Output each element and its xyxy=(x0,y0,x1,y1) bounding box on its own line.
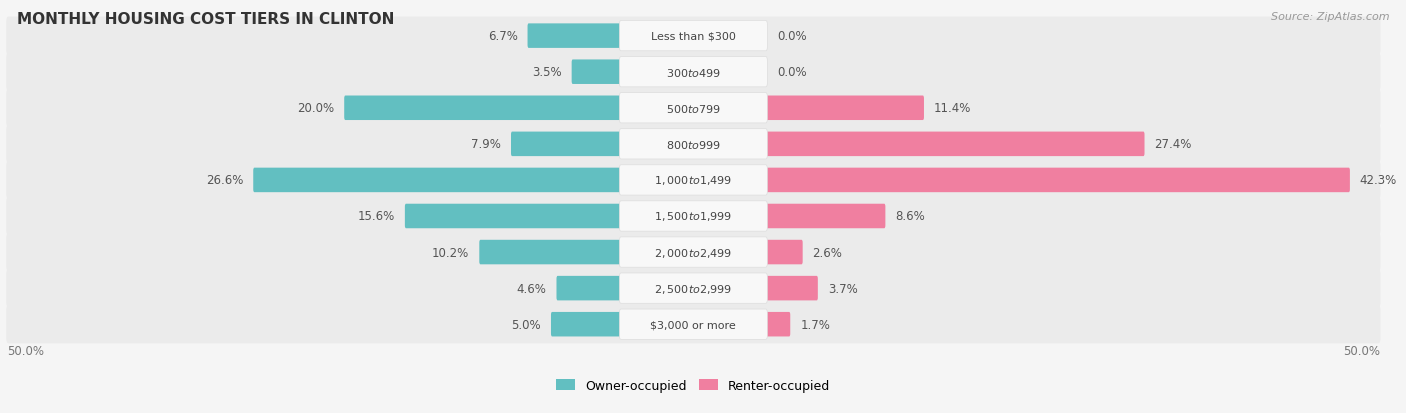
FancyBboxPatch shape xyxy=(557,276,621,301)
FancyBboxPatch shape xyxy=(765,276,818,301)
FancyBboxPatch shape xyxy=(551,312,621,337)
Legend: Owner-occupied, Renter-occupied: Owner-occupied, Renter-occupied xyxy=(551,374,835,397)
FancyBboxPatch shape xyxy=(6,197,1381,235)
Text: 8.6%: 8.6% xyxy=(896,210,925,223)
FancyBboxPatch shape xyxy=(405,204,621,229)
FancyBboxPatch shape xyxy=(6,233,1381,271)
Text: $2,000 to $2,499: $2,000 to $2,499 xyxy=(654,246,733,259)
FancyBboxPatch shape xyxy=(6,90,1381,128)
FancyBboxPatch shape xyxy=(479,240,621,265)
FancyBboxPatch shape xyxy=(620,309,768,339)
FancyBboxPatch shape xyxy=(620,21,768,52)
FancyBboxPatch shape xyxy=(620,202,768,232)
FancyBboxPatch shape xyxy=(765,168,1350,193)
FancyBboxPatch shape xyxy=(765,132,1144,157)
Text: Source: ZipAtlas.com: Source: ZipAtlas.com xyxy=(1271,12,1389,22)
Text: $500 to $799: $500 to $799 xyxy=(666,102,721,114)
Text: Less than $300: Less than $300 xyxy=(651,31,735,42)
Text: 27.4%: 27.4% xyxy=(1154,138,1192,151)
FancyBboxPatch shape xyxy=(765,204,886,229)
FancyBboxPatch shape xyxy=(765,96,924,121)
Text: 7.9%: 7.9% xyxy=(471,138,501,151)
FancyBboxPatch shape xyxy=(510,132,621,157)
FancyBboxPatch shape xyxy=(6,17,1381,56)
FancyBboxPatch shape xyxy=(620,129,768,159)
Text: 4.6%: 4.6% xyxy=(516,282,547,295)
Text: $300 to $499: $300 to $499 xyxy=(666,66,721,78)
Text: 1.7%: 1.7% xyxy=(800,318,830,331)
FancyBboxPatch shape xyxy=(6,269,1381,308)
FancyBboxPatch shape xyxy=(620,57,768,88)
Text: 6.7%: 6.7% xyxy=(488,30,517,43)
Text: 10.2%: 10.2% xyxy=(432,246,470,259)
Text: 26.6%: 26.6% xyxy=(205,174,243,187)
Text: 20.0%: 20.0% xyxy=(297,102,335,115)
Text: 2.6%: 2.6% xyxy=(813,246,842,259)
FancyBboxPatch shape xyxy=(620,165,768,196)
Text: $1,500 to $1,999: $1,500 to $1,999 xyxy=(654,210,733,223)
FancyBboxPatch shape xyxy=(620,93,768,123)
Text: 11.4%: 11.4% xyxy=(934,102,972,115)
FancyBboxPatch shape xyxy=(344,96,621,121)
Text: 0.0%: 0.0% xyxy=(776,66,807,79)
FancyBboxPatch shape xyxy=(572,60,621,85)
FancyBboxPatch shape xyxy=(6,305,1381,344)
FancyBboxPatch shape xyxy=(6,161,1381,199)
Text: MONTHLY HOUSING COST TIERS IN CLINTON: MONTHLY HOUSING COST TIERS IN CLINTON xyxy=(17,12,394,27)
Text: 0.0%: 0.0% xyxy=(776,30,807,43)
FancyBboxPatch shape xyxy=(6,126,1381,164)
FancyBboxPatch shape xyxy=(620,237,768,268)
FancyBboxPatch shape xyxy=(620,273,768,304)
Text: 3.7%: 3.7% xyxy=(828,282,858,295)
FancyBboxPatch shape xyxy=(527,24,621,49)
Text: $3,000 or more: $3,000 or more xyxy=(651,319,737,330)
Text: 5.0%: 5.0% xyxy=(512,318,541,331)
FancyBboxPatch shape xyxy=(765,312,790,337)
Text: $2,500 to $2,999: $2,500 to $2,999 xyxy=(654,282,733,295)
Text: 15.6%: 15.6% xyxy=(357,210,395,223)
FancyBboxPatch shape xyxy=(765,240,803,265)
Text: $800 to $999: $800 to $999 xyxy=(666,138,721,150)
FancyBboxPatch shape xyxy=(253,168,621,193)
Text: 50.0%: 50.0% xyxy=(7,344,44,357)
Text: 42.3%: 42.3% xyxy=(1360,174,1398,187)
Text: 50.0%: 50.0% xyxy=(1343,344,1379,357)
FancyBboxPatch shape xyxy=(6,53,1381,92)
Text: 3.5%: 3.5% xyxy=(531,66,562,79)
Text: $1,000 to $1,499: $1,000 to $1,499 xyxy=(654,174,733,187)
